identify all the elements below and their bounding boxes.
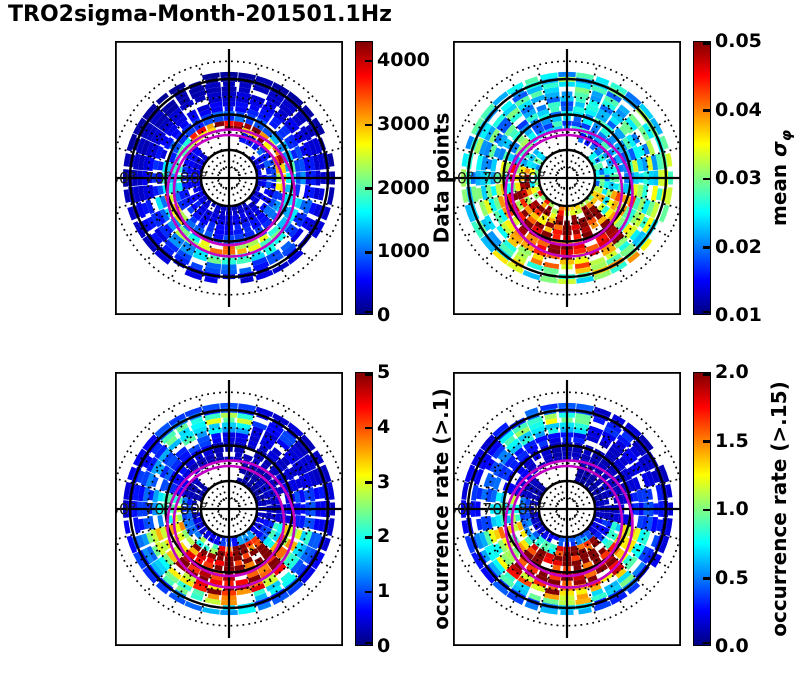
colorbar-tick-label: 2.0 bbox=[715, 361, 749, 383]
colorbar-tick-label: 3000 bbox=[377, 112, 430, 135]
colorbar-tick-label: 0 bbox=[377, 304, 391, 326]
colorbar-tick-mark bbox=[365, 187, 372, 190]
colorbar-tick-label: 0.05 bbox=[715, 30, 762, 52]
colorbar-label-occurrence-rate-15: occurrence rate (>.15) bbox=[751, 372, 796, 646]
lat-label-70: 70° bbox=[144, 500, 172, 519]
colorbar-tick-mark bbox=[365, 426, 372, 430]
lat-label-80: 80° bbox=[518, 169, 546, 188]
colorbar-ticks-occurrence-rate-15: 0.0 0.5 1.0 1.5 2.0 bbox=[715, 362, 775, 656]
colorbar-tick-label: 2 bbox=[377, 525, 391, 548]
colorbar-tick-label: 0.02 bbox=[715, 235, 762, 258]
colorbar-tick-mark bbox=[703, 177, 710, 181]
colorbar-tick-mark bbox=[365, 590, 372, 594]
subplot-data-points: 60° 70° 80° 0 1000 2000 3000 4000 Data points bbox=[115, 41, 475, 325]
subplot-mean-sigma-phi: 60° 70° 80° 0.01 0.02 0.03 0.04 0.05 mean σφ bbox=[453, 31, 796, 325]
colorbar-tick-mark bbox=[703, 508, 710, 512]
colorbar-tick-label: 0.01 bbox=[715, 304, 762, 326]
colorbar-tick-mark bbox=[703, 641, 710, 645]
colorbar-label-symbol: σ bbox=[767, 141, 792, 157]
colorbar-ticks-occurrence-rate-1: 0 1 2 3 4 5 bbox=[377, 362, 437, 656]
lat-label-80: 80° bbox=[180, 169, 208, 188]
lat-label-70: 70° bbox=[482, 169, 510, 188]
colorbar-tick-mark bbox=[703, 246, 710, 249]
colorbar-mean-sigma-phi bbox=[693, 41, 711, 315]
colorbar-tick-label: 1000 bbox=[377, 240, 430, 263]
colorbar-tick-label: 0.03 bbox=[715, 167, 762, 189]
colorbar-tick-label: 0.04 bbox=[715, 98, 762, 121]
colorbar-label-text: mean bbox=[767, 156, 792, 226]
colorbar-tick-label: 5 bbox=[377, 361, 391, 383]
colorbar-tick-mark bbox=[703, 310, 710, 314]
lat-label-80: 80° bbox=[180, 500, 208, 519]
colorbar-tick-mark bbox=[703, 42, 710, 45]
colorbar-tick-mark bbox=[365, 310, 372, 314]
colorbar-tick-mark bbox=[365, 250, 372, 254]
lat-label-60: 60° bbox=[115, 500, 137, 519]
colorbar-tick-label: 0 bbox=[377, 635, 391, 657]
colorbar-tick-mark bbox=[703, 109, 710, 112]
colorbar-label-text: occurrence rate (>.1) bbox=[429, 388, 454, 630]
colorbar-data-points bbox=[355, 41, 373, 315]
subplot-occurrence-rate-15: 60° 70° 80° 0.0 0.5 1.0 1.5 2.0 occurrence rat… bbox=[453, 362, 796, 656]
subplot-occurrence-rate-1: 60° 70° 80° 0 1 2 3 4 5 occurrence rate (>.1) bbox=[115, 362, 475, 656]
colorbar-tick-mark bbox=[703, 440, 710, 443]
colorbar-tick-label: 0.0 bbox=[715, 635, 749, 657]
colorbar-tick-mark bbox=[703, 373, 710, 376]
colorbar-tick-label: 1.5 bbox=[715, 429, 749, 452]
colorbar-tick-mark bbox=[365, 123, 372, 127]
colorbar-tick-label: 4 bbox=[377, 415, 391, 438]
colorbar-tick-label: 3 bbox=[377, 470, 391, 493]
colorbar-label-text: Data points bbox=[429, 112, 454, 244]
colorbar-label-subscript: φ bbox=[779, 130, 796, 142]
colorbar-label-text: occurrence rate (>.15) bbox=[767, 381, 791, 637]
polar-heatmap-data-points: 60° 70° 80° bbox=[115, 41, 343, 315]
colorbar-tick-label: 1.0 bbox=[715, 498, 749, 520]
figure-title: TRO2sigma-Month-201501.1Hz bbox=[8, 2, 392, 27]
colorbar-tick-label: 4000 bbox=[377, 49, 430, 72]
colorbar-tick-mark bbox=[365, 59, 372, 63]
lat-label-60: 60° bbox=[453, 500, 475, 519]
colorbar-occurrence-rate-15 bbox=[693, 372, 711, 646]
colorbar-tick-mark bbox=[703, 577, 710, 580]
lat-label-70: 70° bbox=[144, 169, 172, 188]
colorbar-tick-label: 2000 bbox=[377, 176, 430, 199]
polar-heatmap-mean-sigma-phi: 60° 70° 80° bbox=[453, 41, 681, 315]
colorbar-tick-label: 0.5 bbox=[715, 566, 749, 589]
colorbar-tick-mark bbox=[365, 373, 372, 376]
colorbar-tick-mark bbox=[365, 641, 372, 645]
colorbar-ticks-data-points: 0 1000 2000 3000 4000 bbox=[377, 41, 437, 325]
colorbar-occurrence-rate-1 bbox=[355, 372, 373, 646]
colorbar-tick-label: 1 bbox=[377, 580, 391, 603]
polar-heatmap-occurrence-rate-15: 60° 70° 80° bbox=[453, 372, 681, 646]
lat-label-70: 70° bbox=[482, 500, 510, 519]
lat-label-60: 60° bbox=[453, 169, 475, 188]
lat-label-80: 80° bbox=[518, 500, 546, 519]
lat-label-60: 60° bbox=[115, 169, 137, 188]
colorbar-ticks-mean-sigma-phi: 0.01 0.02 0.03 0.04 0.05 bbox=[715, 31, 775, 325]
colorbar-tick-mark bbox=[365, 481, 372, 484]
polar-heatmap-occurrence-rate-1: 60° 70° 80° bbox=[115, 372, 343, 646]
colorbar-label-mean-sigma-phi: mean σφ bbox=[751, 41, 796, 315]
colorbar-tick-mark bbox=[365, 536, 372, 539]
